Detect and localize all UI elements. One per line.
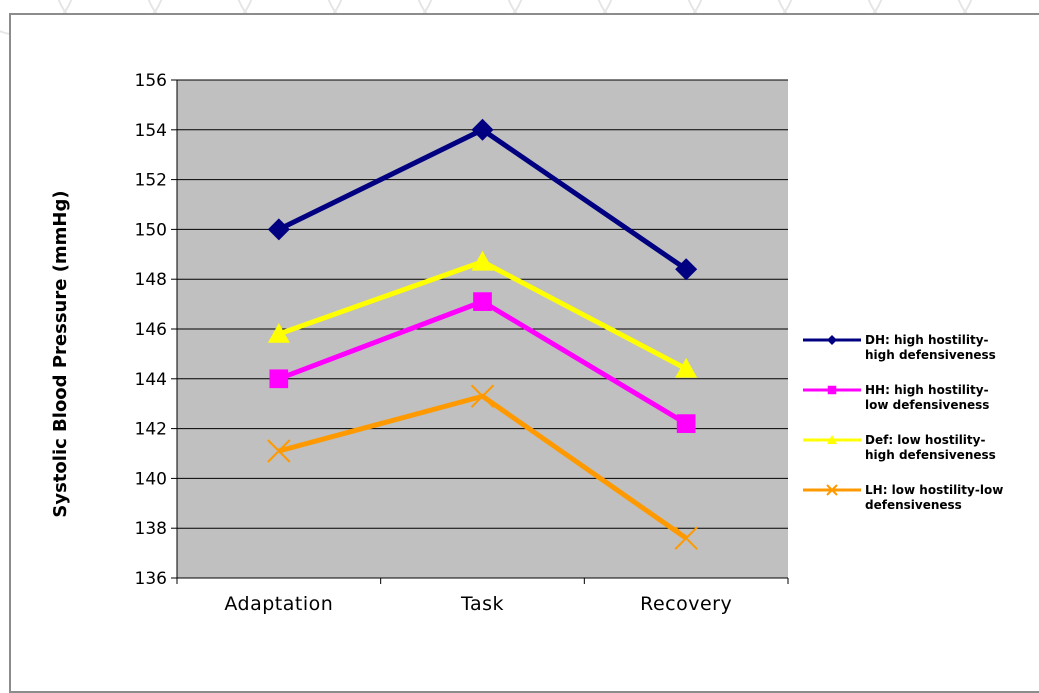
y-tick-label: 154 bbox=[135, 121, 167, 141]
legend-marker bbox=[827, 435, 837, 444]
data-point bbox=[676, 414, 696, 433]
data-point bbox=[473, 292, 492, 311]
data-point bbox=[267, 218, 290, 241]
legend-marker bbox=[827, 385, 837, 395]
y-tick-label: 146 bbox=[135, 320, 167, 340]
legend-marker bbox=[826, 484, 838, 496]
y-tick-label: 152 bbox=[135, 171, 167, 191]
line-chart: 136 138 140 142 144 146 148 150 152 154 156 Adaptat… bbox=[50, 71, 1003, 615]
plot-area: 136 138 140 142 144 146 148 150 152 154 156 Adaptat… bbox=[135, 71, 789, 615]
y-tick-label: 142 bbox=[135, 420, 167, 440]
legend-label: low defensiveness bbox=[865, 398, 989, 412]
data-point bbox=[471, 250, 494, 271]
legend: DH: high hostility-high defensiveness HH:… bbox=[803, 333, 1003, 512]
y-tick-label: 138 bbox=[135, 519, 167, 539]
data-point bbox=[470, 384, 495, 408]
y-tick-label: 150 bbox=[135, 220, 167, 240]
x-tick-label: Task bbox=[460, 593, 504, 615]
data-point bbox=[674, 526, 698, 550]
y-tick-label: 144 bbox=[135, 370, 167, 390]
data-point bbox=[267, 322, 290, 343]
y-axis-label: Systolic Blood Pressure (mmHg) bbox=[50, 190, 71, 517]
data-point bbox=[471, 118, 494, 141]
y-tick-label: 156 bbox=[135, 71, 167, 91]
data-point bbox=[675, 357, 698, 378]
data-point bbox=[675, 258, 698, 281]
legend-label: HH: high hostility- bbox=[865, 383, 989, 397]
legend-label: high defensiveness bbox=[865, 348, 996, 362]
x-tick-label: Adaptation bbox=[224, 593, 333, 615]
legend-label: DH: high hostility- bbox=[865, 333, 989, 347]
legend-label: LH: low hostility-low bbox=[865, 483, 1003, 497]
data-point bbox=[267, 439, 291, 463]
legend-marker bbox=[827, 335, 837, 345]
legend-label: Def: low hostility- bbox=[865, 433, 985, 447]
legend-label: defensiveness bbox=[865, 498, 962, 512]
y-tick-label: 136 bbox=[135, 569, 167, 589]
data-point bbox=[269, 369, 289, 389]
x-tick-label: Recovery bbox=[640, 593, 732, 615]
y-tick-label: 148 bbox=[135, 270, 167, 290]
y-tick-label: 140 bbox=[135, 469, 167, 489]
legend-label: high defensiveness bbox=[865, 448, 996, 462]
